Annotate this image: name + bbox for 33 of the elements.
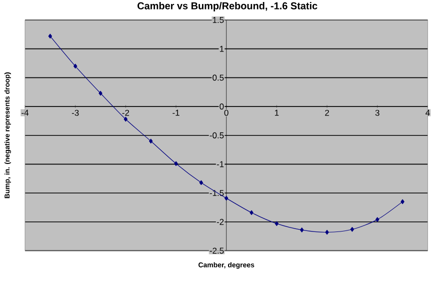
point — [124, 116, 128, 122]
point — [148, 138, 153, 144]
x-tick-label: 0 — [224, 110, 228, 116]
x-tick-label: -4 — [22, 110, 29, 116]
x-tick-label: 2 — [325, 110, 329, 116]
point — [48, 34, 52, 39]
x-tick-label: 3 — [375, 110, 380, 116]
y-tick-label: 0.5 — [212, 74, 224, 81]
point — [98, 90, 102, 96]
y-tick-label: 1.5 — [212, 17, 224, 23]
y-tick-label: -0.5 — [210, 132, 224, 138]
y-tick-label: -1 — [216, 161, 224, 168]
x-tick-label: -3 — [72, 110, 79, 116]
x-tick-label: -1 — [172, 110, 180, 116]
point — [199, 180, 204, 186]
point — [375, 217, 380, 222]
point — [274, 221, 279, 226]
point — [350, 226, 354, 232]
x-tick-label: 1 — [274, 110, 279, 116]
point — [300, 228, 304, 232]
chart-title: Camber vs Bump/Rebound, -1.6 Static — [138, 2, 318, 12]
point — [325, 230, 329, 235]
point — [400, 199, 404, 204]
x-tick-label: 4 — [426, 110, 430, 116]
y-tick-label: -2 — [216, 218, 224, 225]
point — [73, 64, 78, 69]
y-tick-label: 1 — [220, 46, 224, 52]
point — [250, 210, 254, 216]
y-tick-label: 0 — [220, 104, 224, 110]
point — [224, 196, 228, 201]
y-tick-label: -2.5 — [210, 248, 224, 254]
point — [174, 161, 178, 166]
x-tick-label: -2 — [122, 110, 130, 116]
